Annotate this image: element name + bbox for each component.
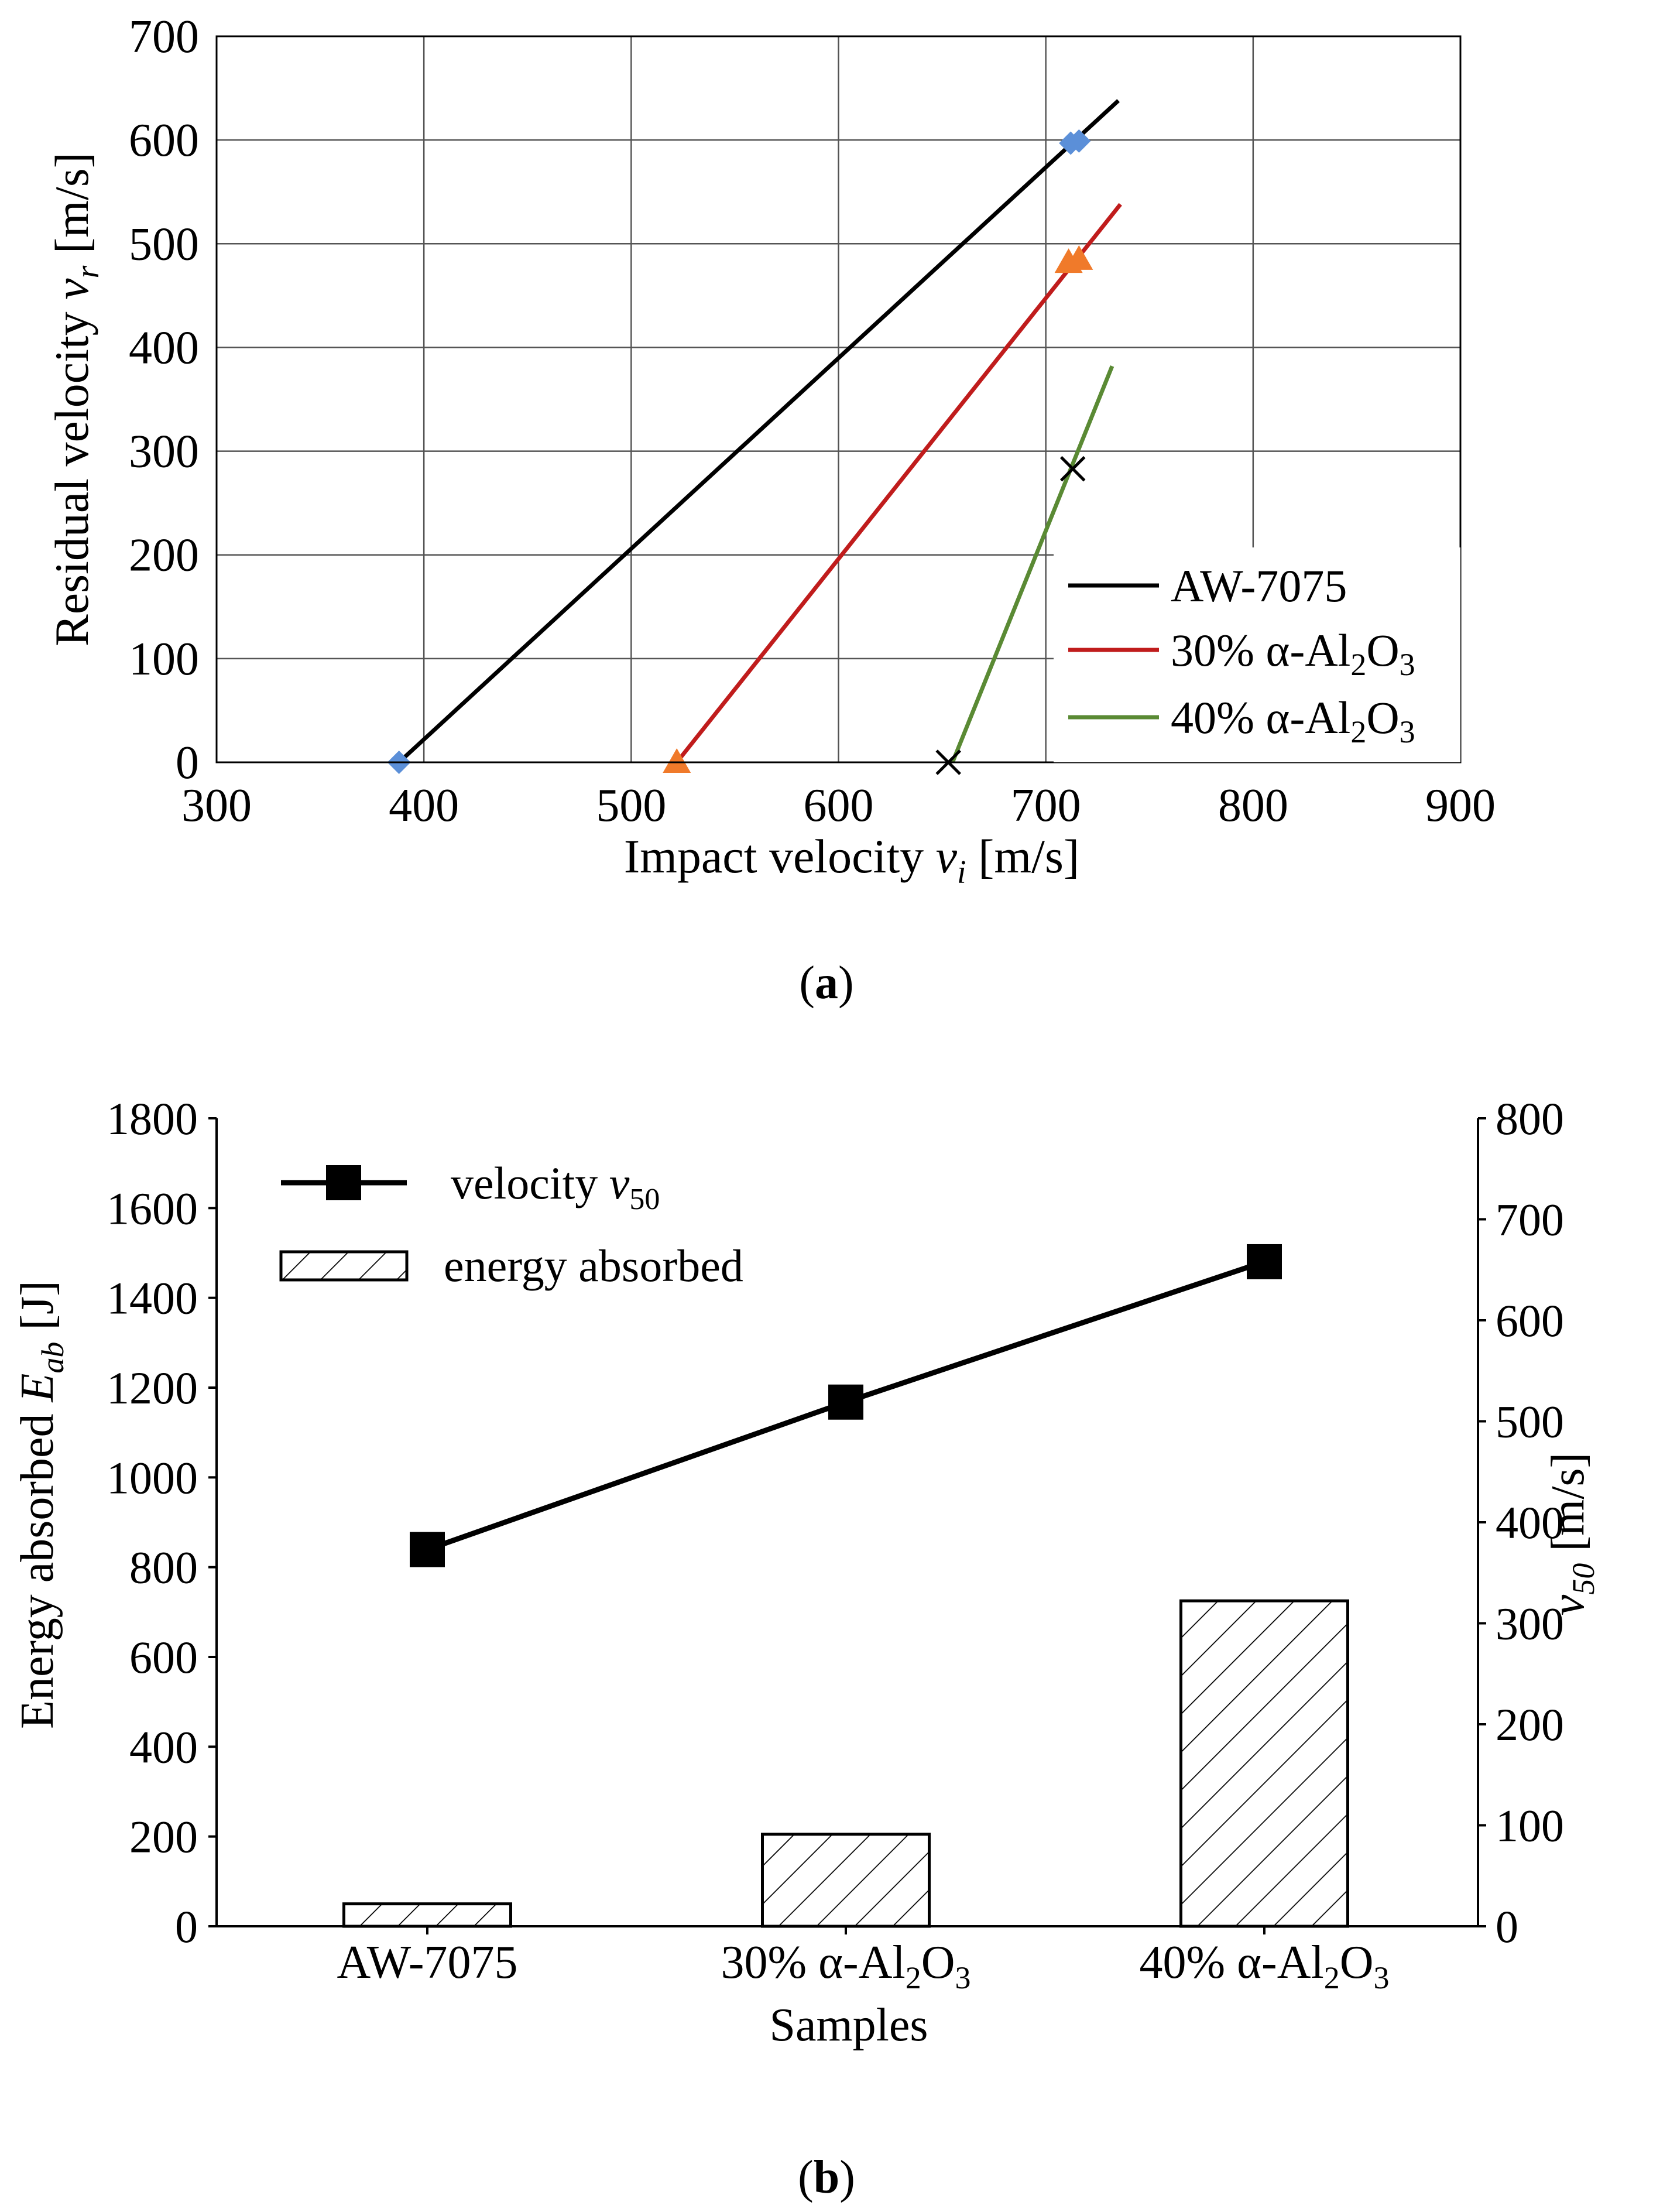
chart-a-data-points [387,129,1093,775]
data-point-40-al2o3-1 [1059,456,1086,482]
chart-a-plot-frame [215,35,1462,763]
chart-b-legend: velocity v50 energy absorbed [279,1158,743,1291]
right-tick-label-0: 0 [1496,1901,1518,1952]
right-tick-label-700: 700 [1496,1194,1564,1245]
legend-label-30-al2o3: 30% α-Al2O3 [1171,625,1415,682]
chart-b-velocity-line [410,1244,1282,1567]
chart-b-bars [342,1599,1349,1928]
data-point-40-al2o3-1-stroke-2 [1059,456,1086,482]
x-tick-label-600: 600 [804,780,874,831]
y-tick-label-400: 400 [129,322,199,374]
chart-b-right-tick-labels: 0 100 200 300 400 500 600 700 800 [1496,1093,1564,1952]
left-tick-label-1000: 1000 [107,1452,198,1503]
x-tick-label-400: 400 [389,780,459,831]
chart-a-x-tick-labels: 300 400 500 600 700 800 900 [181,780,1496,831]
legend-swatch-energy [279,1250,409,1282]
chart-a-x-axis-label: Impact velocity vi [m/s] [624,830,1079,891]
right-tick-label-100: 100 [1496,1800,1564,1851]
left-tick-label-400: 400 [129,1721,198,1772]
y-tick-label-300: 300 [129,426,199,478]
y-tick-label-0: 0 [176,737,199,789]
legend-swatch-velocity-marker [326,1165,361,1200]
x-tick-label-900: 900 [1425,780,1496,831]
bar-40-al2o3 [1179,1599,1349,1928]
velocity-marker-aw-7075 [410,1532,445,1567]
right-tick-label-600: 600 [1496,1295,1564,1346]
data-point-30-al2o3-0 [663,748,691,773]
legend-label-40-al2o3: 40% α-Al2O3 [1171,692,1415,749]
right-tick-label-500: 500 [1496,1396,1564,1447]
x-tick-label-500: 500 [596,780,666,831]
chart-b-y2-axis-label: v50 [m/s] [1542,1453,1601,1615]
left-tick-label-600: 600 [129,1632,198,1683]
left-tick-label-1600: 1600 [107,1183,198,1234]
series-line-30-al2o3 [675,203,1122,762]
data-point-aw-7075-2 [1067,129,1091,153]
chart-b-axes [208,1117,1486,1934]
right-tick-label-300: 300 [1496,1598,1564,1649]
chart-a-y-tick-labels: 0 100 200 300 400 500 600 700 [129,11,199,789]
chart-a-y-axis-label: Residual velocity vr [m/s] [45,152,106,646]
category-label-aw-7075: AW-7075 [337,1937,517,1988]
y-tick-label-600: 600 [129,115,199,166]
x-tick-label-300: 300 [181,780,252,831]
right-tick-label-400: 400 [1496,1497,1564,1548]
velocity-marker-30-al2o3 [828,1384,863,1420]
y-tick-label-100: 100 [129,634,199,685]
chart-b-x-axis-label: Samples [769,1999,928,2051]
chart-b: 0 200 400 600 800 1000 1200 1400 1600 1800 0 100 20… [12,1093,1601,2203]
left-tick-label-1400: 1400 [107,1273,198,1324]
left-tick-label-0: 0 [175,1901,198,1952]
right-tick-label-200: 200 [1496,1699,1564,1750]
caption-a: (a) [799,957,853,1009]
y-tick-label-700: 700 [129,11,199,63]
category-label-40-al2o3: 40% α-Al2O3 [1140,1937,1390,1995]
velocity-marker-40-al2o3 [1247,1244,1282,1279]
chart-b-left-tick-labels: 0 200 400 600 800 1000 1200 1400 1600 1800 [107,1093,198,1952]
bar-aw-7075 [342,1902,512,1928]
chart-a: 300 400 500 600 700 800 900 0 100 200 300 400 500 60… [45,11,1496,1009]
left-tick-label-200: 200 [129,1812,198,1862]
right-tick-label-800: 800 [1496,1093,1564,1144]
series-line-40-al2o3 [951,365,1114,762]
y-tick-label-500: 500 [129,218,199,270]
y-tick-label-200: 200 [129,530,199,581]
x-tick-label-800: 800 [1218,780,1288,831]
data-point-30-al2o3-2 [1065,245,1093,270]
legend-label-energy: energy absorbed [444,1240,743,1291]
chart-b-y-axis-label: Energy absorbed Eab [J] [12,1280,70,1729]
caption-b: (b) [798,2152,855,2203]
chart-b-category-labels: AW-7075 30% α-Al2O3 40% α-Al2O3 [337,1937,1389,1995]
legend-label-velocity: velocity v50 [451,1158,660,1216]
left-tick-label-1200: 1200 [107,1362,198,1413]
legend-label-aw-7075: AW-7075 [1171,560,1347,611]
chart-a-series-lines [397,99,1122,762]
left-tick-label-800: 800 [129,1542,198,1593]
category-label-30-al2o3: 30% α-Al2O3 [721,1937,971,1995]
bar-30-al2o3 [761,1833,931,1928]
x-tick-label-700: 700 [1011,780,1081,831]
chart-a-legend: AW-7075 30% α-Al2O3 40% α-Al2O3 [1054,547,1460,762]
series-line-aw-7075 [397,99,1120,762]
left-tick-label-1800: 1800 [107,1093,198,1144]
